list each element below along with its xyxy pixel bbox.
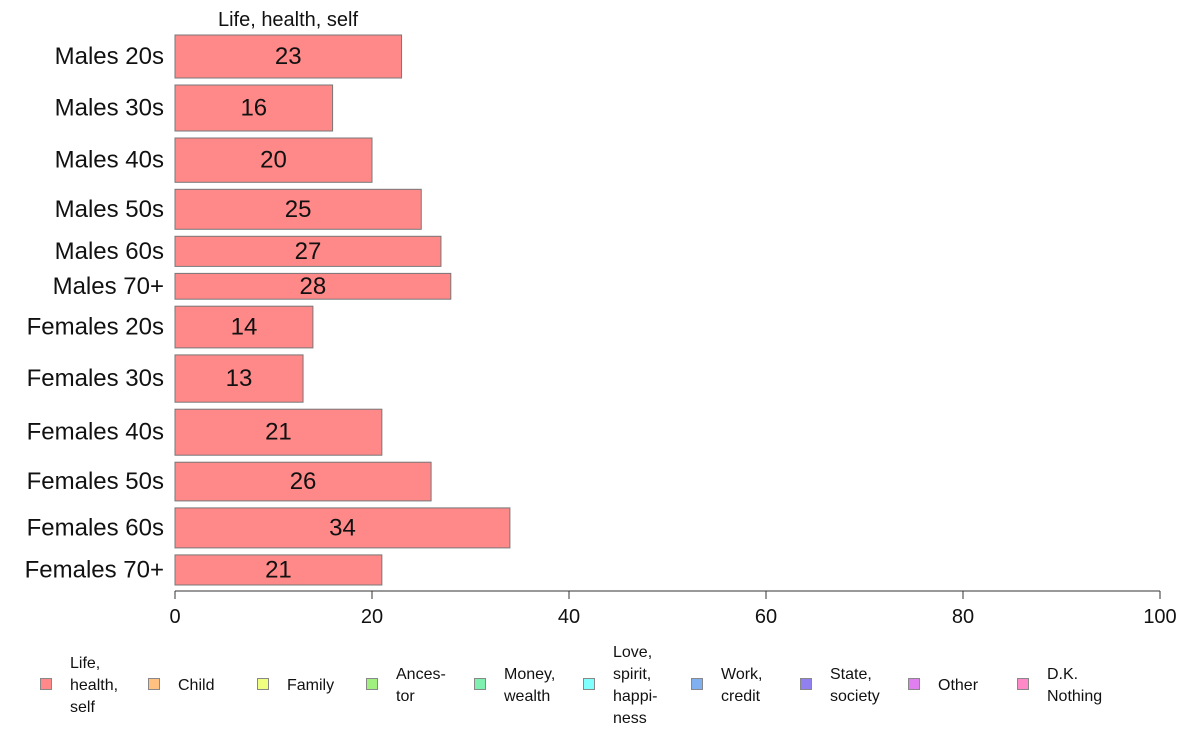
bars-layer: Males 20s 23 Males 30s 16 Males 40s 20 Males 5…	[25, 34, 511, 586]
data-label: 34	[329, 514, 356, 541]
panel-title: Life, health, self	[218, 9, 359, 31]
legend-label: State, society	[830, 666, 880, 705]
bar	[174, 554, 383, 586]
category-label: Females 50s	[27, 468, 164, 495]
legend-swatch	[366, 678, 378, 690]
x-tick-label: 100	[1143, 606, 1176, 628]
bar	[174, 34, 403, 79]
category-label: Males 30s	[55, 95, 164, 122]
data-label: 27	[295, 238, 322, 265]
legend-swatch	[800, 678, 812, 690]
data-label: 16	[240, 95, 267, 122]
category-label: Males 70+	[53, 273, 164, 300]
legend-swatch	[148, 678, 160, 690]
legend-label: Family	[287, 677, 335, 694]
data-label: 26	[290, 468, 317, 495]
category-label: Males 60s	[55, 238, 164, 265]
category-label: Females 30s	[27, 365, 164, 392]
bar	[174, 84, 334, 132]
x-axis: 0 20 40 60 80 100	[169, 590, 1177, 628]
legend-label: Life, health, self	[70, 655, 119, 716]
legend-swatch	[691, 678, 703, 690]
category-label: Females 20s	[27, 314, 164, 341]
data-label: 20	[260, 147, 287, 174]
data-label: 21	[265, 419, 292, 446]
data-label: 23	[275, 43, 302, 70]
legend-label: Ances- tor	[396, 666, 446, 705]
category-label: Males 40s	[55, 147, 164, 174]
legend-label: Money, wealth	[504, 666, 556, 705]
x-tick-label: 40	[558, 606, 580, 628]
category-label: Females 60s	[27, 514, 164, 541]
legend-swatch	[40, 678, 52, 690]
data-label: 25	[285, 196, 312, 223]
legend-label: Love, spirit, happi- ness	[613, 644, 658, 727]
bar	[174, 408, 383, 456]
data-label: 21	[265, 556, 292, 583]
bar-chart: Life, health, self Males 20s 23 Males 30s 1…	[25, 9, 1177, 628]
legend-label: Work, credit	[721, 666, 763, 705]
legend-swatch	[257, 678, 269, 690]
bar	[174, 272, 452, 300]
bar	[174, 461, 432, 502]
legend-swatch	[474, 678, 486, 690]
bar	[174, 188, 422, 230]
x-tick-label: 60	[755, 606, 777, 628]
data-label: 13	[226, 365, 253, 392]
bar	[174, 354, 304, 403]
bar	[174, 137, 373, 183]
category-label: Males 20s	[55, 43, 164, 70]
category-label: Males 50s	[55, 196, 164, 223]
x-tick-label: 20	[361, 606, 383, 628]
legend-label: Other	[938, 677, 979, 694]
legend-swatch	[583, 678, 595, 690]
bar	[174, 305, 314, 349]
legend-label: Child	[178, 677, 215, 694]
category-label: Females 70+	[25, 556, 164, 583]
x-tick-label: 0	[169, 606, 180, 628]
legend: Life, health, self Child Family Ances- tor M…	[0, 636, 1188, 736]
bar	[174, 507, 511, 549]
legend-label: D.K. Nothing	[1047, 666, 1103, 705]
legend-swatch	[1017, 678, 1029, 690]
x-tick-label: 80	[952, 606, 974, 628]
bar	[174, 235, 442, 267]
legend-swatch	[908, 678, 920, 690]
data-label: 14	[231, 314, 258, 341]
category-label: Females 40s	[27, 419, 164, 446]
data-label: 28	[300, 273, 327, 300]
